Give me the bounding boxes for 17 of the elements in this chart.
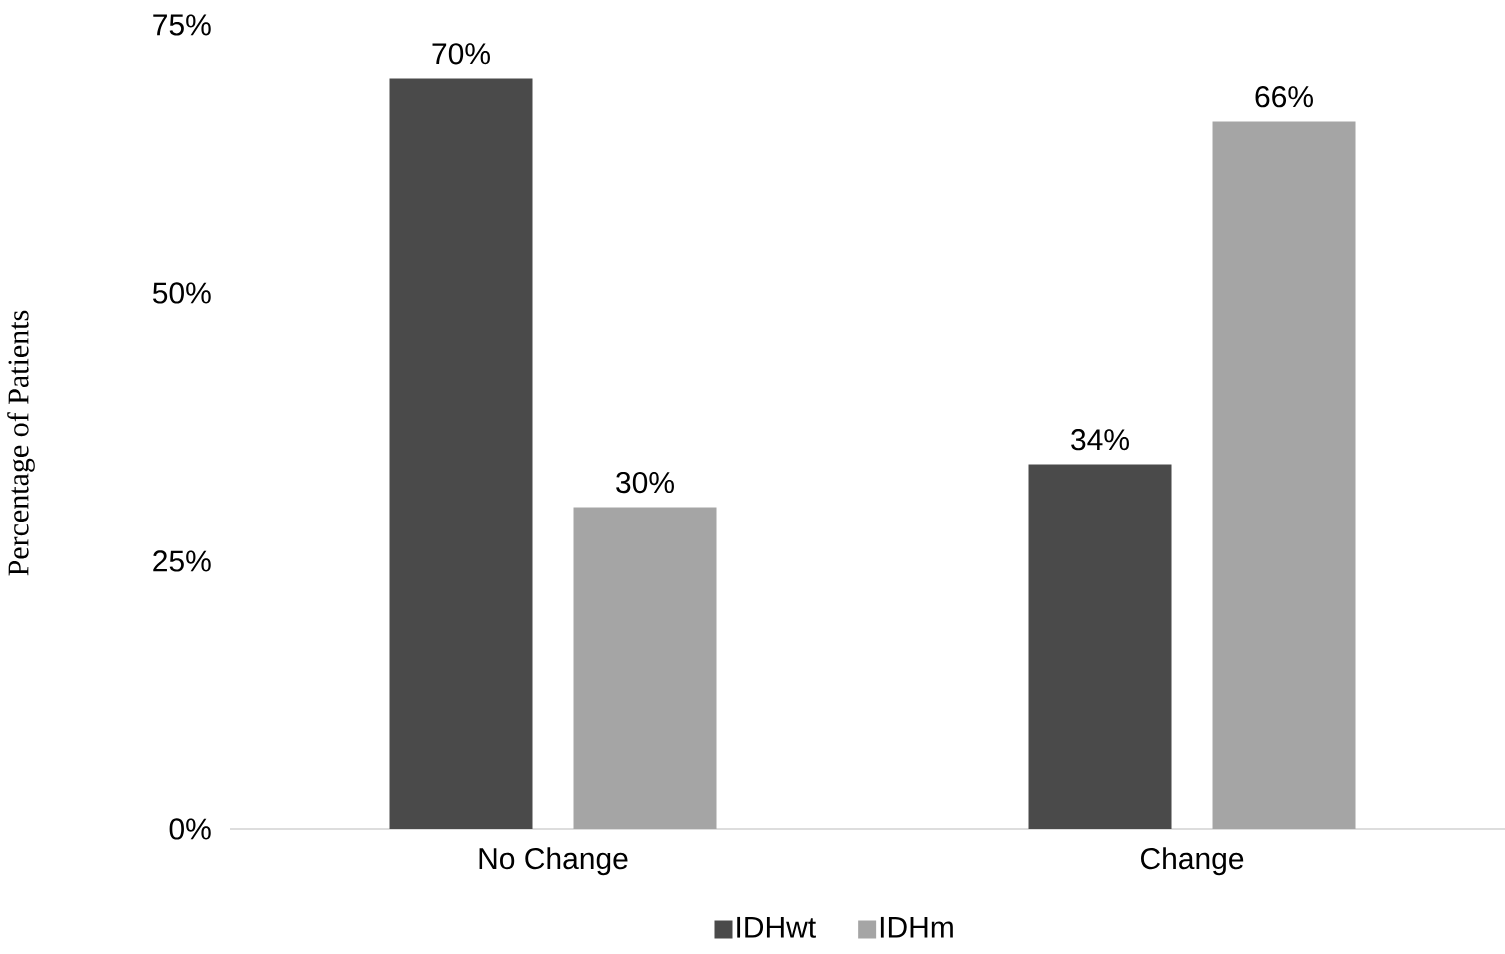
y-tick-label: 25%: [153, 550, 211, 572]
bar: [1212, 121, 1356, 829]
bar: [389, 78, 533, 829]
data-label: 70%: [432, 43, 490, 65]
x-tick-label: Change: [1141, 847, 1244, 876]
y-tick-label: 75%: [153, 14, 211, 36]
legend-label: IDHwt: [737, 916, 816, 938]
y-tick-label: 0%: [169, 818, 211, 840]
data-label: 34%: [1071, 429, 1129, 451]
bar: [573, 507, 717, 829]
data-label: 66%: [1255, 86, 1313, 108]
x-tick-label: No Change: [479, 847, 628, 876]
legend-label: IDHm: [880, 916, 953, 938]
bar: [1028, 464, 1172, 829]
y-tick-label: 50%: [152, 282, 211, 304]
data-label: 30%: [616, 471, 674, 494]
y-axis-title: Percentage of Patients: [7, 310, 35, 576]
